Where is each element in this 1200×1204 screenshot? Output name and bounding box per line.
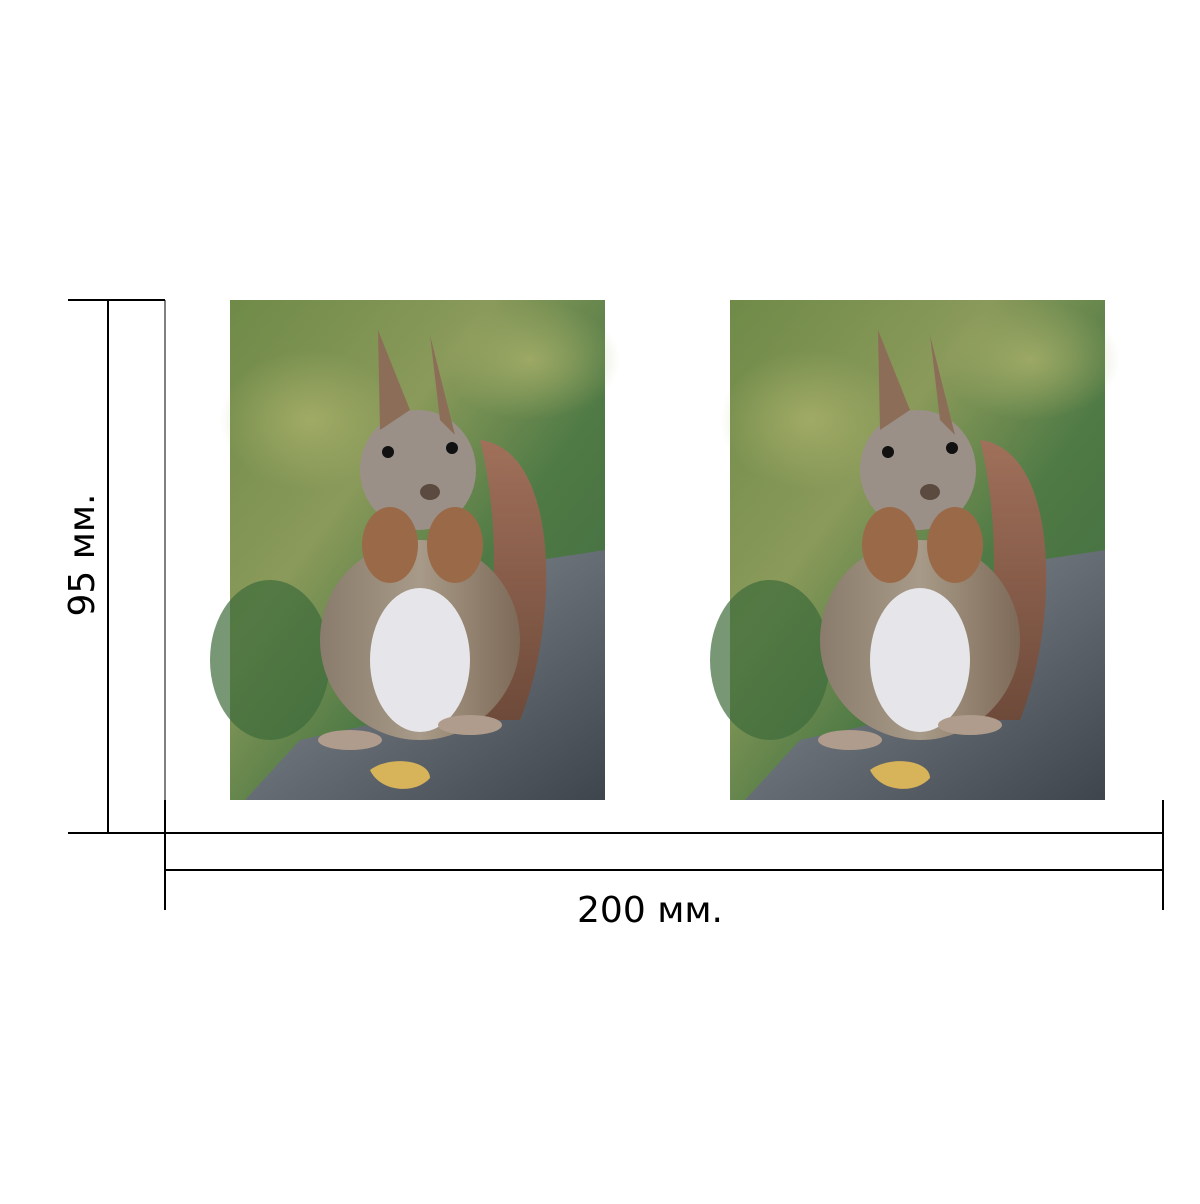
photo-left bbox=[210, 300, 620, 800]
height-label: 95 мм. bbox=[62, 493, 103, 616]
width-label: 200 мм. bbox=[577, 890, 723, 931]
photo-right bbox=[710, 300, 1120, 800]
